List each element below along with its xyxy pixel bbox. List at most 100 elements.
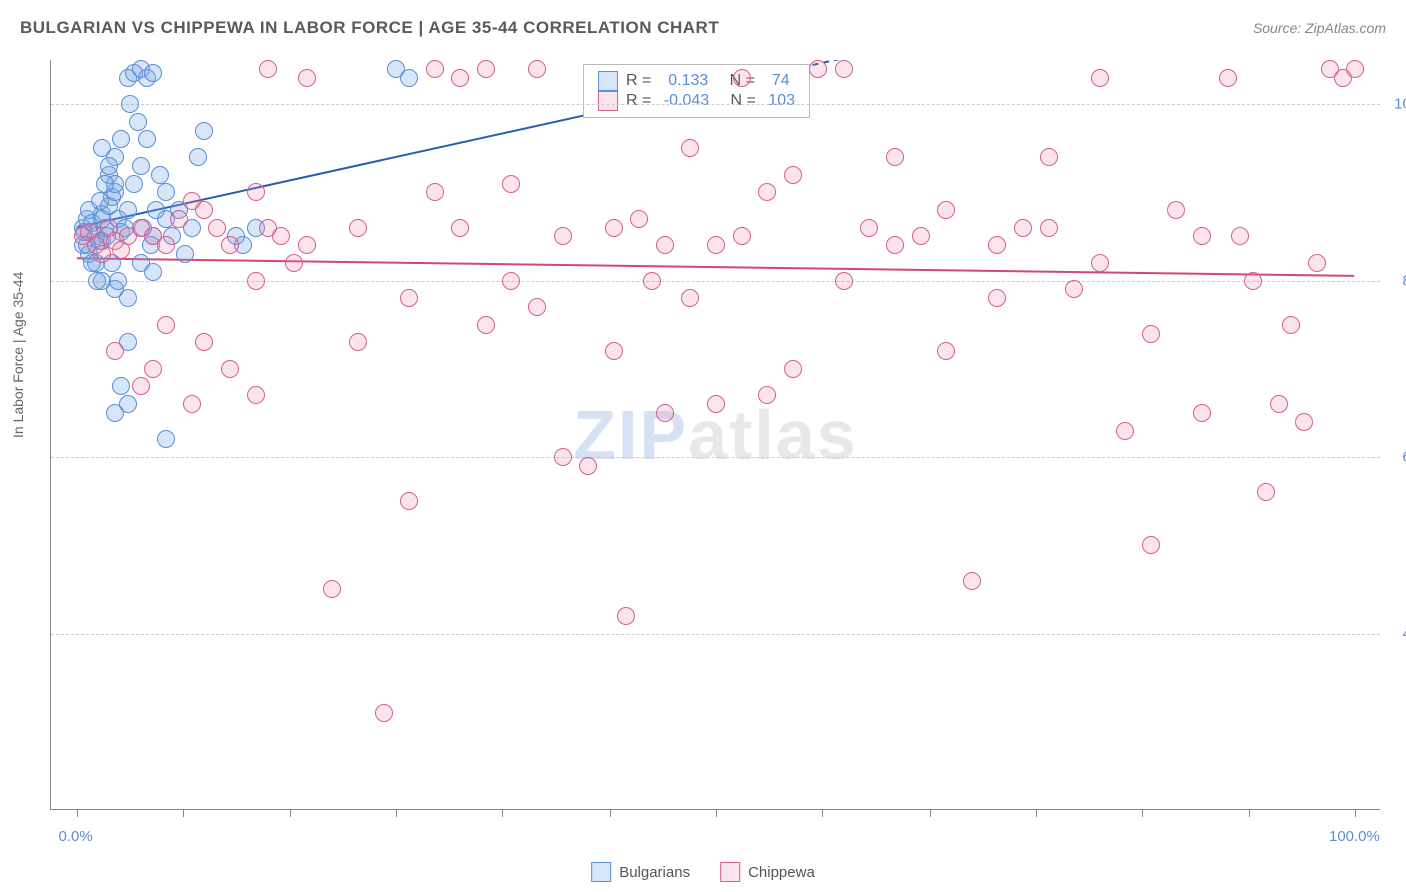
data-point: [183, 395, 201, 413]
series-swatch: [598, 91, 618, 111]
data-point: [298, 236, 316, 254]
stat-n-value: 74: [767, 72, 789, 90]
y-tick-label: 80.0%: [1385, 272, 1406, 289]
data-point: [400, 289, 418, 307]
data-point: [144, 263, 162, 281]
data-point: [109, 272, 127, 290]
data-point: [707, 236, 725, 254]
data-point: [605, 342, 623, 360]
data-point: [1231, 227, 1249, 245]
data-point: [144, 360, 162, 378]
data-point: [1065, 280, 1083, 298]
data-point: [630, 210, 648, 228]
data-point: [132, 157, 150, 175]
data-point: [221, 236, 239, 254]
data-point: [617, 607, 635, 625]
data-point: [100, 157, 118, 175]
data-point: [835, 272, 853, 290]
data-point: [157, 183, 175, 201]
data-point: [681, 139, 699, 157]
x-tick-label: 100.0%: [1329, 828, 1380, 845]
data-point: [400, 69, 418, 87]
data-point: [1193, 227, 1211, 245]
data-point: [643, 272, 661, 290]
data-point: [147, 201, 165, 219]
data-point: [605, 219, 623, 237]
data-point: [554, 227, 572, 245]
data-point: [1040, 148, 1058, 166]
data-point: [451, 69, 469, 87]
x-tick: [716, 809, 717, 817]
data-point: [1244, 272, 1262, 290]
data-point: [298, 69, 316, 87]
data-point: [1219, 69, 1237, 87]
stat-row: R = -0.043 N = 103: [598, 91, 795, 111]
data-point: [195, 122, 213, 140]
data-point: [758, 183, 776, 201]
data-point: [502, 272, 520, 290]
data-point: [195, 333, 213, 351]
data-point: [170, 210, 188, 228]
data-point: [129, 113, 147, 131]
data-point: [176, 245, 194, 263]
data-point: [733, 227, 751, 245]
data-point: [426, 183, 444, 201]
data-point: [157, 430, 175, 448]
data-point: [656, 236, 674, 254]
x-tick: [610, 809, 611, 817]
y-tick-label: 40.0%: [1385, 625, 1406, 642]
data-point: [138, 130, 156, 148]
data-point: [835, 60, 853, 78]
data-point: [656, 404, 674, 422]
stat-r-label: R =: [626, 92, 656, 110]
legend: Bulgarians Chippewa: [591, 862, 815, 882]
scatter-plot-area: ZIPatlas R = 0.133 N = 74R = -0.043 N = …: [50, 60, 1380, 810]
trend-lines: [51, 60, 1380, 809]
data-point: [125, 175, 143, 193]
data-point: [1142, 536, 1160, 554]
data-point: [579, 457, 597, 475]
data-point: [1091, 254, 1109, 272]
x-tick: [1249, 809, 1250, 817]
data-point: [157, 316, 175, 334]
data-point: [1116, 422, 1134, 440]
correlation-stats-box: R = 0.133 N = 74R = -0.043 N = 103: [583, 64, 810, 118]
stat-r-value: 0.133: [664, 72, 708, 90]
data-point: [375, 704, 393, 722]
x-tick: [1142, 809, 1143, 817]
data-point: [937, 201, 955, 219]
data-point: [707, 395, 725, 413]
data-point: [247, 183, 265, 201]
data-point: [112, 377, 130, 395]
title-bar: BULGARIAN VS CHIPPEWA IN LABOR FORCE | A…: [20, 18, 1386, 38]
data-point: [477, 60, 495, 78]
data-point: [451, 219, 469, 237]
data-point: [1282, 316, 1300, 334]
data-point: [1014, 219, 1032, 237]
legend-label: Chippewa: [748, 864, 815, 881]
data-point: [96, 175, 114, 193]
data-point: [502, 175, 520, 193]
data-point: [91, 192, 109, 210]
x-tick: [396, 809, 397, 817]
data-point: [528, 60, 546, 78]
x-tick: [502, 809, 503, 817]
data-point: [681, 289, 699, 307]
data-point: [121, 95, 139, 113]
data-point: [112, 130, 130, 148]
data-point: [349, 333, 367, 351]
stat-r-label: R =: [626, 72, 656, 90]
data-point: [1193, 404, 1211, 422]
data-point: [809, 60, 827, 78]
data-point: [106, 404, 124, 422]
data-point: [477, 316, 495, 334]
data-point: [259, 60, 277, 78]
data-point: [119, 201, 137, 219]
data-point: [247, 386, 265, 404]
y-axis-title: In Labor Force | Age 35-44: [10, 272, 26, 438]
data-point: [400, 492, 418, 510]
legend-item: Bulgarians: [591, 862, 690, 882]
stat-row: R = 0.133 N = 74: [598, 71, 795, 91]
y-tick-label: 60.0%: [1385, 449, 1406, 466]
data-point: [554, 448, 572, 466]
